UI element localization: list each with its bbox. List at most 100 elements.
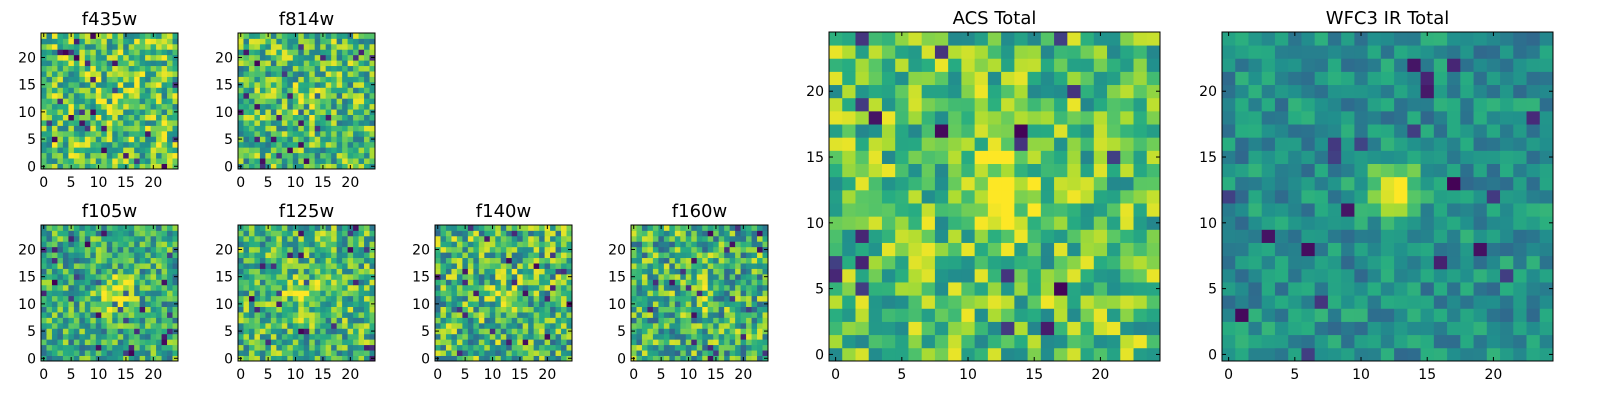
heatmap-cell — [79, 54, 86, 61]
heatmap-cell — [73, 225, 80, 231]
heatmap-cell — [533, 328, 540, 335]
heatmap-cell — [1093, 71, 1108, 86]
heatmap-cell — [462, 268, 469, 275]
heatmap-cell — [1447, 255, 1461, 270]
heatmap-cell — [495, 322, 502, 329]
heatmap-cell — [353, 252, 359, 259]
heatmap-cell — [1054, 97, 1068, 112]
heatmap-cell — [713, 235, 720, 242]
heatmap-cell — [281, 225, 288, 231]
heatmap-cell — [478, 295, 485, 302]
heatmap-cell — [462, 295, 469, 302]
heatmap-cell — [868, 282, 883, 296]
heatmap-cell — [908, 203, 923, 217]
heatmap-cell — [713, 306, 720, 313]
heatmap-cell — [292, 263, 299, 269]
heatmap-cell — [123, 328, 130, 335]
heatmap-cell — [128, 103, 135, 110]
heatmap-cell — [1380, 216, 1395, 230]
heatmap-cell — [511, 230, 518, 237]
heatmap-cell — [145, 141, 151, 148]
heatmap-cell — [696, 241, 703, 248]
heatmap-cell — [259, 257, 266, 264]
heatmap-cell — [90, 301, 97, 307]
heatmap-cell — [101, 158, 108, 164]
heatmap-cell — [456, 317, 463, 324]
heatmap-cell — [762, 290, 769, 297]
heatmap-cell — [1067, 137, 1081, 151]
heatmap-cell — [139, 49, 146, 56]
heatmap-cell — [347, 114, 354, 121]
heatmap-cell — [934, 97, 949, 112]
heatmap-cell — [1107, 176, 1121, 191]
heatmap-cell — [112, 246, 119, 253]
heatmap-cell — [243, 109, 250, 115]
heatmap-cell — [641, 295, 648, 302]
heatmap-cell — [713, 290, 720, 297]
heatmap-cell — [309, 120, 316, 126]
heatmap-cell — [735, 350, 741, 356]
heatmap-cell — [1235, 189, 1249, 204]
heatmap-cell — [484, 344, 491, 351]
heatmap-cell — [663, 284, 670, 291]
heatmap-cell — [674, 268, 681, 275]
heatmap-cell — [724, 344, 731, 351]
heatmap-cell — [254, 284, 261, 291]
heatmap-cell — [478, 263, 485, 269]
heatmap-cell — [73, 333, 80, 340]
heatmap-cell — [265, 54, 272, 61]
heatmap-cell — [331, 33, 338, 39]
heatmap-cell — [1447, 216, 1461, 230]
heatmap-cell — [298, 322, 305, 329]
heatmap-cell — [495, 257, 502, 264]
heatmap-cell — [156, 344, 162, 351]
heatmap-cell — [1014, 71, 1028, 86]
heatmap-cell — [259, 125, 266, 132]
heatmap-cell — [1054, 268, 1068, 283]
heatmap-cell — [484, 279, 491, 286]
heatmap-cell — [150, 235, 157, 242]
heatmap-cell — [555, 284, 562, 291]
heatmap-cell — [62, 92, 69, 99]
heatmap-cell — [347, 87, 354, 94]
heatmap-cell — [1486, 176, 1501, 191]
heatmap-cell — [73, 81, 80, 88]
heatmap-cell — [270, 263, 277, 269]
heatmap-cell — [112, 103, 119, 110]
heatmap-cell — [112, 65, 119, 72]
heatmap-cell — [713, 263, 720, 269]
heatmap-cell — [1133, 242, 1148, 257]
heatmap-cell — [1407, 268, 1421, 283]
heatmap-cell — [473, 284, 480, 291]
heatmap-cell — [462, 350, 469, 356]
heatmap-cell — [336, 158, 343, 164]
heatmap-cell — [134, 279, 141, 286]
heatmap-cell — [336, 136, 343, 143]
heatmap-cell — [303, 279, 310, 286]
heatmap-cell — [46, 114, 53, 121]
heatmap-cell — [718, 284, 725, 291]
heatmap-cell — [908, 321, 923, 336]
heatmap-cell — [1222, 321, 1236, 336]
heatmap-cell — [68, 295, 75, 302]
heatmap-cell — [68, 279, 75, 286]
heatmap-cell — [1473, 268, 1488, 283]
heatmap-cell — [522, 317, 529, 324]
heatmap-cell — [961, 295, 976, 309]
heatmap-cell — [934, 242, 949, 257]
heatmap-cell — [1407, 282, 1421, 296]
heatmap-cell — [855, 308, 870, 322]
heatmap-cell — [724, 225, 731, 231]
heatmap-cell — [112, 81, 119, 88]
heatmap-cell — [908, 242, 923, 257]
heatmap-cell — [139, 301, 146, 307]
heatmap-cell — [342, 87, 348, 94]
heatmap-cell — [106, 163, 113, 170]
heatmap-cell — [895, 308, 909, 322]
heatmap-cell — [757, 246, 763, 253]
heatmap-cell — [674, 246, 681, 253]
heatmap-cell — [309, 344, 316, 351]
heatmap-cell — [908, 176, 923, 191]
heatmap-cell — [95, 76, 102, 83]
heatmap-cell — [369, 252, 376, 259]
